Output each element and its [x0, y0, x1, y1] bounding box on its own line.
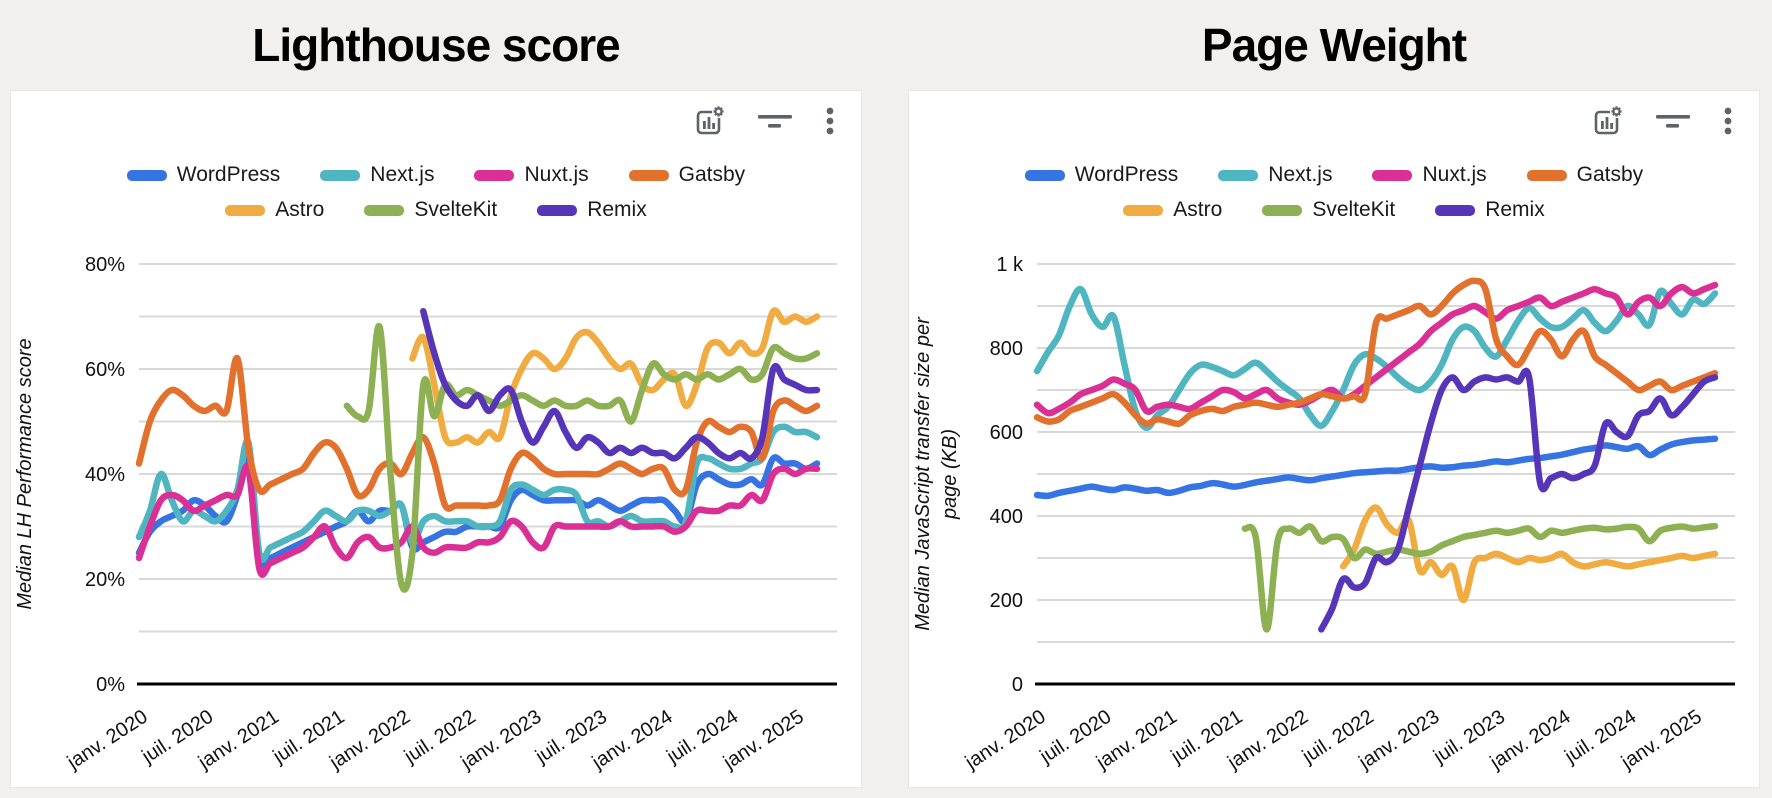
y-tick-label: 600 [990, 422, 1023, 444]
legend-item-nuxt-js[interactable]: Nuxt.js [474, 163, 589, 187]
legend-swatch [225, 204, 266, 216]
legend-swatch [364, 204, 405, 216]
page-title: Lighthouse score [252, 19, 620, 71]
series-line-nuxt-js [1033, 281, 1719, 417]
y-tick-label: 0 [1012, 674, 1023, 696]
x-tick-label: janv. 2020 [961, 706, 1050, 774]
y-tick-label: 0% [96, 674, 125, 696]
legend-label: SvelteKit [414, 198, 498, 221]
y-tick-label: 40% [85, 464, 125, 486]
legend-item-astro[interactable]: Astro [1123, 198, 1222, 222]
chart-settings-icon[interactable] [695, 105, 725, 137]
legend-row: Astro SvelteKit Remix [225, 198, 647, 222]
chart-card: WordPress Next.js Nuxt.js Gatsby Astro Svelte… [908, 90, 1760, 788]
legend-label: Nuxt.js [1422, 163, 1487, 186]
filter-icon[interactable] [757, 105, 793, 137]
y-tick-label: 60% [85, 359, 125, 381]
legend-label: Remix [587, 198, 647, 221]
legend-swatch [628, 169, 669, 181]
legend-item-wordpress[interactable]: WordPress [1024, 163, 1179, 187]
legend-item-gatsby[interactable]: Gatsby [1526, 163, 1644, 187]
chart-toolbar [1593, 105, 1733, 137]
legend-swatch [126, 169, 167, 181]
more-vertical-icon[interactable] [825, 105, 835, 137]
legend-item-sveltekit[interactable]: SvelteKit [364, 198, 497, 222]
series-line-wordpress [1033, 435, 1719, 500]
legend-item-sveltekit[interactable]: SvelteKit [1262, 198, 1395, 222]
legend-item-astro[interactable]: Astro [225, 198, 324, 222]
legend-label: Astro [275, 198, 325, 221]
y-axis-title: page (KB) [939, 429, 961, 520]
legend-label: Nuxt.js [524, 163, 589, 186]
series-line-gatsby [1033, 277, 1719, 428]
legend-row: WordPress Next.js Nuxt.js Gatsby [1024, 163, 1644, 187]
legend-item-wordpress[interactable]: WordPress [126, 163, 281, 187]
legend-item-next-js[interactable]: Next.js [320, 163, 434, 187]
legend: WordPress Next.js Nuxt.js Gatsby Astro Svelte… [11, 91, 861, 222]
legend-swatch [1372, 169, 1413, 181]
lighthouse-score-plot[interactable]: 0% 20% 40% 60% 80% Median LH Performance scor… [11, 224, 861, 784]
legend-item-gatsby[interactable]: Gatsby [628, 163, 746, 187]
legend-item-remix[interactable]: Remix [537, 198, 647, 222]
legend-swatch [537, 204, 578, 216]
legend-swatch [320, 169, 361, 181]
x-tick-label: janv. 2020 [63, 706, 152, 774]
y-tick-label: 400 [990, 506, 1023, 528]
series-line-gatsby [135, 355, 821, 512]
filter-icon[interactable] [1655, 105, 1691, 137]
page-weight-plot[interactable]: 0 200 400 600 800 1 k Median JavaScript transf… [909, 224, 1759, 784]
legend-row: Astro SvelteKit Remix [1123, 198, 1545, 222]
legend-label: Gatsby [678, 163, 746, 186]
legend-swatch [1123, 204, 1164, 216]
y-axis-title: Median JavaScript transfer size per [912, 316, 934, 631]
legend-swatch [1024, 169, 1065, 181]
more-vertical-icon[interactable] [1723, 105, 1733, 137]
y-tick-label: 20% [85, 569, 125, 591]
legend-swatch [1526, 169, 1567, 181]
series-line-sveltekit [343, 323, 821, 593]
legend-label: Gatsby [1576, 163, 1644, 186]
series-line-remix [1318, 367, 1719, 633]
legend: WordPress Next.js Nuxt.js Gatsby Astro Svelte… [909, 91, 1759, 222]
legend-row: WordPress Next.js Nuxt.js Gatsby [126, 163, 746, 187]
legend-swatch [1435, 204, 1476, 216]
series-line-astro [409, 307, 821, 447]
y-tick-label: 80% [85, 254, 125, 276]
legend-item-remix[interactable]: Remix [1435, 198, 1545, 222]
chart-toolbar [695, 105, 835, 137]
page-title: Page Weight [1201, 19, 1467, 71]
legend-label: WordPress [176, 163, 281, 186]
legend-label: Next.js [1268, 163, 1333, 186]
legend-item-nuxt-js[interactable]: Nuxt.js [1372, 163, 1487, 187]
legend-swatch [1262, 204, 1303, 216]
legend-label: SvelteKit [1312, 198, 1396, 221]
series-line-next-js [1033, 285, 1719, 432]
series-line-nuxt-js [135, 462, 821, 578]
series-line-remix [420, 308, 821, 463]
y-tick-label: 800 [990, 338, 1023, 360]
legend-swatch [1218, 169, 1259, 181]
legend-swatch [474, 169, 515, 181]
legend-label: Astro [1173, 198, 1223, 221]
y-tick-label: 1 k [996, 254, 1024, 276]
legend-label: Next.js [370, 163, 435, 186]
legend-item-next-js[interactable]: Next.js [1218, 163, 1332, 187]
lighthouse-score-panel: Lighthouse score [10, 0, 862, 788]
y-axis-title: Median LH Performance score [14, 338, 36, 609]
legend-label: WordPress [1074, 163, 1179, 186]
chart-settings-icon[interactable] [1593, 105, 1623, 137]
legend-label: Remix [1485, 198, 1545, 221]
chart-card: WordPress Next.js Nuxt.js Gatsby Astro Svelte… [10, 90, 862, 788]
series-line-sveltekit [1241, 522, 1719, 633]
y-tick-label: 200 [990, 590, 1023, 612]
page-weight-panel: Page Weight [908, 0, 1760, 788]
